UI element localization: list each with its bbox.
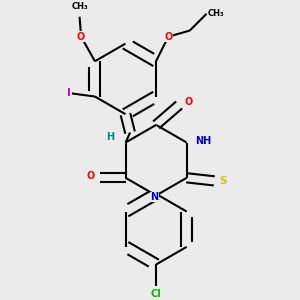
Text: N: N — [151, 192, 159, 202]
Text: H: H — [106, 132, 114, 142]
Text: CH₃: CH₃ — [208, 9, 224, 18]
Text: O: O — [184, 97, 193, 107]
Text: CH₃: CH₃ — [71, 2, 88, 10]
Text: O: O — [86, 171, 94, 181]
Text: O: O — [164, 32, 172, 42]
Text: O: O — [77, 32, 85, 42]
Text: I: I — [67, 88, 71, 98]
Text: NH: NH — [195, 136, 212, 146]
Text: Cl: Cl — [151, 289, 161, 298]
Text: S: S — [220, 176, 227, 186]
